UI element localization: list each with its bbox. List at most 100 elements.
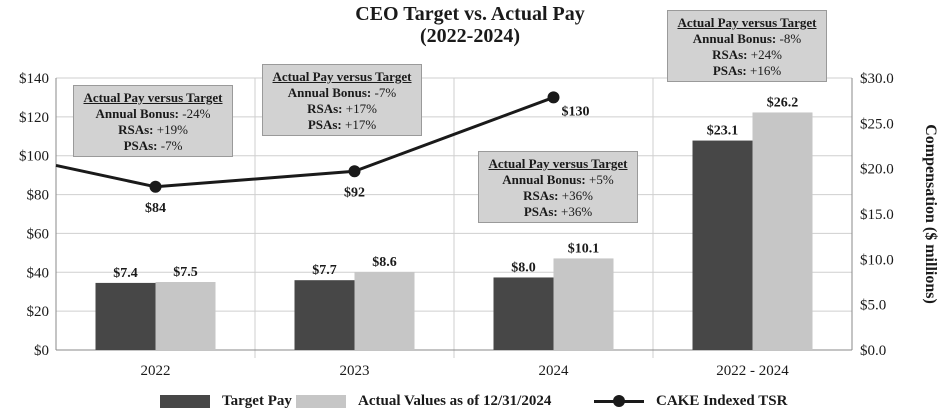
bar-actual-values xyxy=(752,112,813,350)
bar-actual-values xyxy=(553,258,614,350)
callout-line: PSAs: +36% xyxy=(479,204,637,220)
callout-line-value: +17% xyxy=(345,101,377,116)
callout-line: PSAs: +17% xyxy=(263,117,421,133)
callout-line: PSAs: +16% xyxy=(668,63,826,79)
callout-line: RSAs: +36% xyxy=(479,188,637,204)
callout-line-value: -7% xyxy=(160,138,183,153)
legend-item-cake-tsr: CAKE Indexed TSR xyxy=(594,393,787,410)
left-tick-label: $80 xyxy=(27,188,50,204)
left-tick-label: $140 xyxy=(19,71,49,87)
callout-line-value: +19% xyxy=(156,122,188,137)
legend-item-target-pay: Target Pay xyxy=(160,393,292,410)
legend-label: CAKE Indexed TSR xyxy=(656,393,788,409)
legend-swatch xyxy=(160,395,210,408)
left-tick-label: $40 xyxy=(27,265,50,281)
callout-line-value: -24% xyxy=(182,106,211,121)
x-tick-label: 2022 - 2024 xyxy=(716,363,789,379)
callout-line: RSAs: +19% xyxy=(74,122,232,138)
callout-line: RSAs: +24% xyxy=(668,47,826,63)
right-tick-label: $0.0 xyxy=(860,343,886,359)
callout-2023: Actual Pay versus Target Annual Bonus: -… xyxy=(262,64,422,136)
bar-target-pay xyxy=(294,280,355,350)
tsr-point xyxy=(149,180,162,193)
callout-line: Annual Bonus: -24% xyxy=(74,106,232,122)
callout-line-label: Annual Bonus: xyxy=(502,172,586,187)
callout-line-value: -8% xyxy=(779,31,802,46)
chart-title-text: CEO Target vs. Actual Pay xyxy=(355,3,585,25)
bar-data-label: $8.6 xyxy=(372,255,397,270)
chart-subtitle-text: (2022-2024) xyxy=(420,25,520,47)
callout-2024: Actual Pay versus Target Annual Bonus: +… xyxy=(478,151,638,223)
bar-data-label: $23.1 xyxy=(707,124,739,139)
bar-data-label: $26.2 xyxy=(767,95,799,110)
tsr-data-label: $92 xyxy=(344,185,365,200)
chart-legend: Target Pay Actual Values as of 12/31/202… xyxy=(0,390,942,414)
chart-title: CEO Target vs. Actual Pay (2022-2024) xyxy=(300,3,640,47)
legend-label: Target Pay xyxy=(222,393,292,409)
callout-line-label: RSAs: xyxy=(523,188,559,203)
chart-canvas: $0 $20 $40 $60 $80 $100 $120 $140 $0.0 $5.0 $10.0 $… xyxy=(19,71,939,379)
bar-actual-values xyxy=(155,282,216,350)
x-tick-label: 2024 xyxy=(539,363,570,379)
callout-line: RSAs: +17% xyxy=(263,101,421,117)
callout-line: Annual Bonus: -8% xyxy=(668,31,826,47)
bar-data-label: $7.7 xyxy=(312,263,337,278)
bar-data-label: $8.0 xyxy=(511,260,536,275)
right-tick-label: $5.0 xyxy=(860,298,886,314)
callout-line-label: Annual Bonus: xyxy=(692,31,777,46)
callout-line-label: RSAs: xyxy=(307,101,343,116)
x-tick-label: 2022 xyxy=(141,363,171,379)
callout-line-label: RSAs: xyxy=(712,47,748,62)
bar-data-label: $7.4 xyxy=(113,266,138,281)
legend-line-marker xyxy=(594,395,644,408)
right-tick-label: $10.0 xyxy=(860,252,894,268)
callout-2022-2024: Actual Pay versus Target Annual Bonus: -… xyxy=(667,10,827,82)
callout-2022: Actual Pay versus Target Annual Bonus: -… xyxy=(73,85,233,157)
callout-line-value: +5% xyxy=(589,172,614,187)
bar-target-pay xyxy=(95,282,156,350)
legend-item-actual-values: Actual Values as of 12/31/2024 xyxy=(296,393,551,410)
bar-actual-values xyxy=(354,272,415,350)
bar-data-label: $7.5 xyxy=(173,265,198,280)
right-axis-title: Compensation ($ millions) xyxy=(922,124,939,304)
bar-target-pay xyxy=(493,277,554,350)
tsr-point xyxy=(348,165,361,178)
callout-line-label: PSAs: xyxy=(307,117,342,132)
left-tick-label: $100 xyxy=(19,149,49,165)
right-tick-label: $20.0 xyxy=(860,162,894,178)
callout-line-label: RSAs: xyxy=(118,122,154,137)
callout-line-label: PSAs: xyxy=(712,63,747,78)
legend-swatch xyxy=(296,395,346,408)
callout-header: Actual Pay versus Target xyxy=(83,90,223,105)
callout-line-value: -7% xyxy=(374,85,397,100)
tsr-data-label: $130 xyxy=(562,104,590,119)
callout-line: Annual Bonus: +5% xyxy=(479,172,637,188)
right-tick-label: $25.0 xyxy=(860,116,894,132)
left-tick-label: $60 xyxy=(27,226,50,242)
tsr-data-label: $84 xyxy=(145,201,166,216)
right-tick-label: $30.0 xyxy=(860,71,894,87)
left-tick-label: $120 xyxy=(19,110,49,126)
callout-line-label: Annual Bonus: xyxy=(287,85,372,100)
callout-line: PSAs: -7% xyxy=(74,138,232,154)
callout-header: Actual Pay versus Target xyxy=(677,15,817,30)
left-tick-label: $20 xyxy=(27,304,50,320)
callout-header: Actual Pay versus Target xyxy=(488,156,628,171)
callout-line-value: +36% xyxy=(561,188,593,203)
callout-line-value: +36% xyxy=(561,204,593,219)
bar-target-pay xyxy=(692,140,753,350)
tsr-line xyxy=(55,96,555,189)
callout-line-label: PSAs: xyxy=(123,138,158,153)
callout-line-label: Annual Bonus: xyxy=(95,106,180,121)
callout-header: Actual Pay versus Target xyxy=(272,69,412,84)
right-tick-label: $15.0 xyxy=(860,207,894,223)
tsr-point xyxy=(547,91,560,104)
callout-line-value: +17% xyxy=(345,117,377,132)
callout-line-value: +16% xyxy=(750,63,782,78)
left-tick-label: $0 xyxy=(34,343,49,359)
x-tick-label: 2023 xyxy=(340,363,370,379)
callout-line-value: +24% xyxy=(750,47,782,62)
callout-line-label: PSAs: xyxy=(523,204,558,219)
legend-label: Actual Values as of 12/31/2024 xyxy=(358,393,552,409)
callout-line: Annual Bonus: -7% xyxy=(263,85,421,101)
